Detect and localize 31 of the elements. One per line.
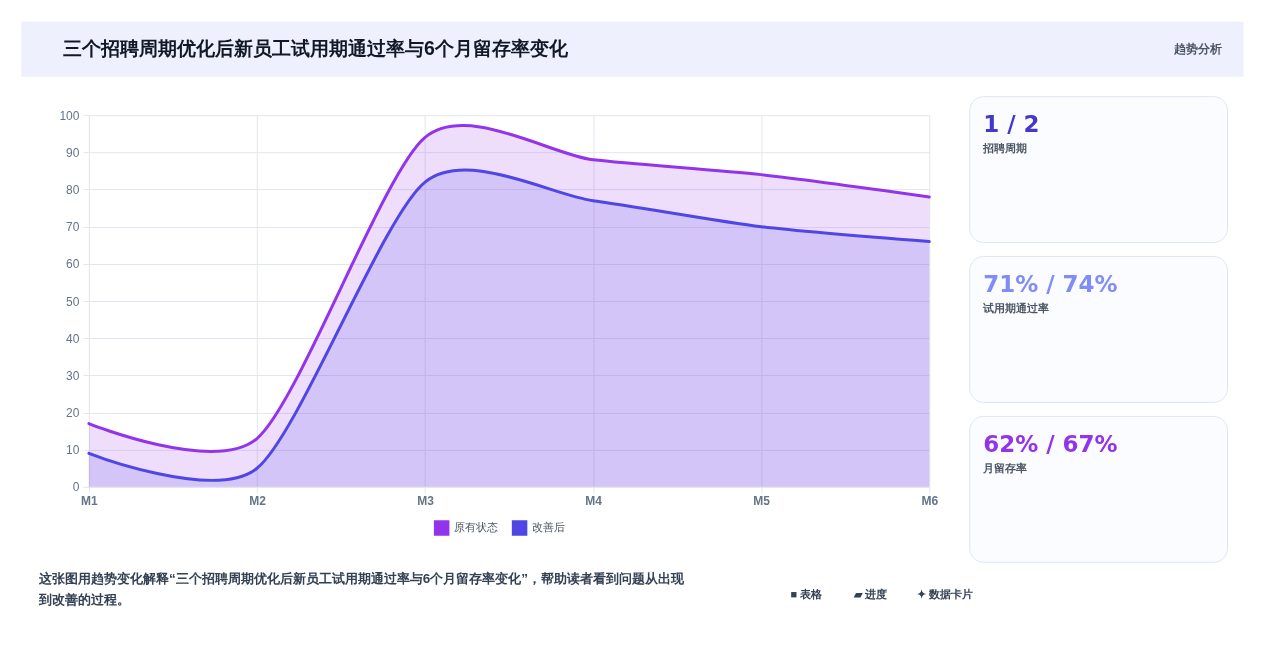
legend-label: 改善后 — [531, 521, 565, 534]
y-tick-label: 0 — [72, 480, 80, 495]
text: 这张图用趋势变化解释“三个招聘周期优化后新员工试用期通过率与6个月留存率变化”，帮助读者看到问题从出现到改善的过程。 — [37, 570, 685, 607]
text: 趋势分析 — [1173, 42, 1223, 57]
x-tick-label: M6 — [921, 494, 939, 509]
text: 招聘周期 — [982, 142, 1028, 155]
y-tick-label: 50 — [66, 294, 80, 309]
y-tick-label: 40 — [66, 331, 80, 346]
legend-label: 原有状态 — [453, 521, 498, 534]
y-tick-label: 80 — [66, 182, 80, 197]
y-tick-label: 100 — [59, 108, 80, 123]
text: ▰ 进度 — [852, 587, 887, 600]
x-tick-label: M4 — [585, 494, 603, 509]
y-tick-label: 30 — [66, 368, 80, 383]
y-tick-label: 60 — [66, 257, 80, 272]
text: 月留存率 — [982, 461, 1028, 474]
text: 71% / 74% — [983, 271, 1118, 298]
text: ✦ 数据卡片 — [917, 587, 974, 600]
y-tick-label: 70 — [66, 220, 80, 235]
y-tick-label: 10 — [66, 443, 80, 458]
x-tick-label: M2 — [249, 494, 267, 509]
text: 1 / 2 — [983, 111, 1040, 138]
y-tick-label: 20 — [66, 406, 80, 421]
x-tick-label: M3 — [417, 494, 435, 509]
text: 62% / 67% — [983, 430, 1118, 457]
text: ■ 表格 — [790, 587, 824, 600]
chart-title: 三个招聘周期优化后新员工试用期通过率与6个月留存率变化 — [62, 37, 569, 60]
y-tick-label: 90 — [66, 145, 80, 160]
x-tick-label: M5 — [753, 494, 771, 509]
text: 试用期通过率 — [982, 302, 1050, 314]
x-tick-label: M1 — [81, 494, 99, 509]
